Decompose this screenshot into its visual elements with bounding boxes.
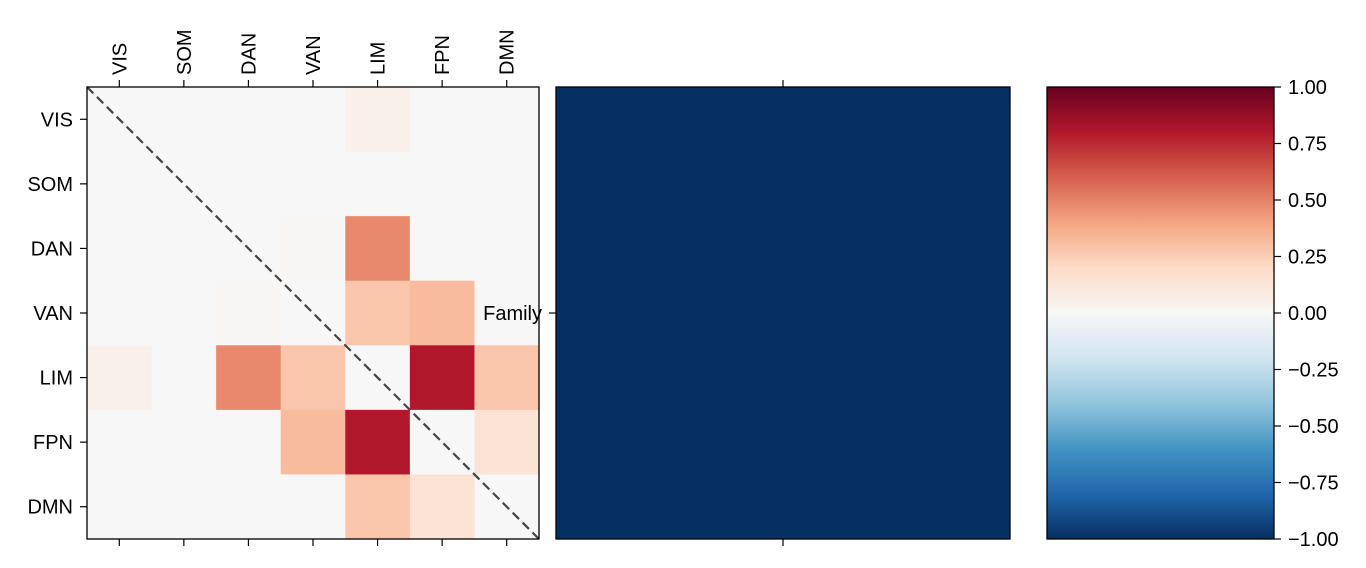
heatmap-cell-FPN-LIM [345,409,411,476]
heatmap-cell-VIS-DAN [216,87,282,153]
y-tick-label: VIS [41,109,73,131]
heatmap-cell-DMN-LIM [345,474,411,540]
y-tick-label: VAN [33,303,73,325]
heatmap-cell-SOM-VIS [87,151,153,217]
y-tick-label: LIM [40,368,73,390]
x-tick-label: SOM [174,29,196,75]
heatmap-cell-SOM-DMN [474,151,540,217]
heatmap-cell-DAN-VIS [87,216,153,282]
y-tick-label: DAN [31,238,73,260]
heatmap-cell-LIM-DMN [474,345,540,411]
heatmap-cell-LIM-SOM [151,345,217,411]
colorbar-tick-label: 1.00 [1288,77,1327,99]
heatmap-cell-SOM-FPN [409,151,476,217]
heatmap-cell-DMN-VAN [280,474,346,540]
y-tick-label: DMN [27,497,73,519]
x-tick-label: FPN [432,35,454,75]
heatmap-cell-DMN-SOM [151,474,217,540]
heatmap-cell-VIS-LIM [345,87,411,153]
heatmap-cell-VIS-DMN [474,87,540,153]
heatmap-cell-SOM-VAN [280,151,346,217]
y-tick-label-family: Family [483,303,542,325]
heatmap-cell-FPN-VAN [280,409,346,476]
heatmap-cell-SOM-LIM [345,151,411,217]
heatmap-cell-DAN-FPN [409,216,476,282]
heatmap-cell-VAN-VIS [87,280,153,346]
heatmap-cell-VIS-SOM [151,87,217,153]
heatmap-cell-SOM-DAN [216,151,282,217]
colorbar-tick-label: 0.75 [1288,134,1327,156]
colorbar-tick-label: 0.50 [1288,190,1327,212]
heatmap-cell-VAN-LIM [345,280,411,346]
heatmap-cell-VIS-FPN [409,87,476,153]
connectivity-heatmap: VIS SOM DAN VAN LIM FPN DMN VIS SOM DAN VAN LIM FPN D… [27,29,540,546]
colorbar-tick-label: 0.25 [1288,247,1327,269]
heatmap-cell-VAN-FPN [409,280,476,346]
x-tick-label: DMN [497,29,519,75]
colorbar-tick-label: −0.25 [1288,360,1339,382]
heatmap-cell-DMN-DAN [216,474,282,540]
heatmap-cell-VIS-VAN [280,87,346,153]
colorbar-tick-label: 0.00 [1288,303,1327,325]
heatmap-cell-VAN-DAN [216,280,282,346]
heatmap-cell-FPN-DAN [216,409,282,476]
x-tick-label: VAN [303,35,325,75]
heatmap-cell-LIM-VIS [87,345,153,411]
heatmap-cell-DAN-LIM [345,216,411,282]
colorbar-tick-label: −0.75 [1288,473,1339,495]
heatmap-cell-LIM-FPN [409,345,476,411]
colorbar: 1.00 0.75 0.50 0.25 0.00 −0.25 −0.50 −0.75 −1.00 [1046,77,1339,551]
colorbar-tick-label: −0.50 [1288,416,1339,438]
heatmap-cell-LIM-VAN [280,345,346,411]
heatmap-cell-DAN-DMN [474,216,540,282]
colorbar-gradient [1047,87,1274,539]
heatmap-cell-DAN-SOM [151,216,217,282]
y-tick-label: SOM [27,174,73,196]
x-tick-label: VIS [109,43,131,75]
x-tick-label: DAN [238,33,260,75]
colorbar-tick-label: −1.00 [1288,529,1339,551]
family-heatmap: Family [483,80,1011,546]
x-tick-label: LIM [368,42,390,75]
y-tick-label: FPN [33,432,73,454]
heatmap-cell-VAN-DMN [474,280,540,346]
heatmap-cell-FPN-DMN [474,409,540,476]
heatmap-cell-DMN-VIS [87,474,153,540]
heatmap-cell-FPN-VIS [87,409,153,476]
diagonal-line [86,86,540,540]
heatmap-cell-LIM-DAN [216,345,282,411]
family-cell [556,87,1010,539]
heatmap-cell-DMN-FPN [409,474,476,540]
heatmap-cell-VAN-SOM [151,280,217,346]
heatmap-cell-FPN-SOM [151,409,217,476]
heatmap-cell-DAN-VAN [280,216,346,282]
